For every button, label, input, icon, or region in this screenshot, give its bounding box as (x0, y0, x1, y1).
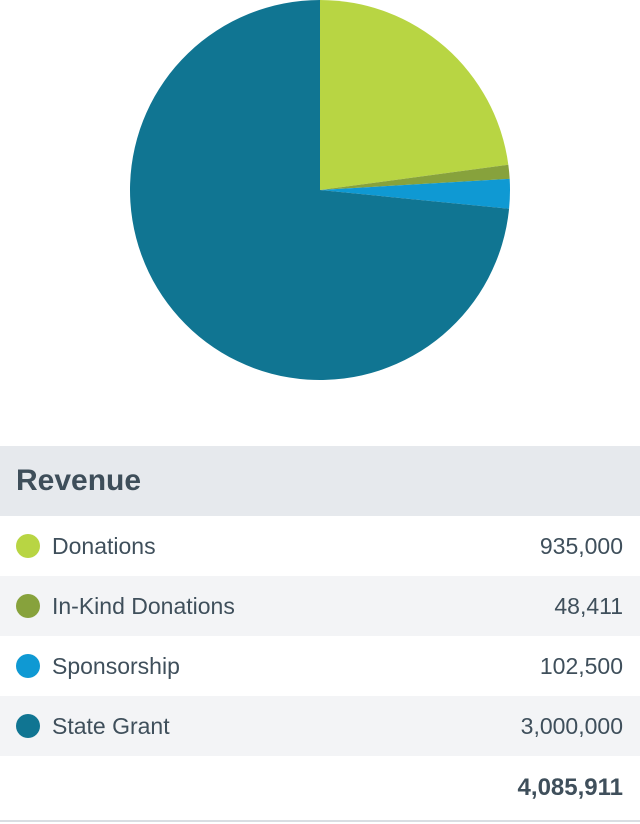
total-value: 4,085,911 (517, 774, 623, 801)
table-row-donations: Donations 935,000 (0, 516, 640, 576)
pie-slice-sponsorship (320, 178, 510, 209)
row-value: 48,411 (554, 592, 623, 619)
pie-slice-in-kind-donations (320, 164, 510, 190)
table-row-in-kind-donations: In-Kind Donations 48,411 (0, 576, 640, 636)
row-value: 3,000,000 (520, 712, 623, 739)
pie-chart (129, 0, 510, 380)
table-row-sponsorship: Sponsorship 102,500 (0, 636, 640, 696)
legend-dot-donations (16, 534, 40, 558)
legend-dot-in-kind-donations (16, 594, 40, 618)
legend-dot-state-grant (16, 714, 40, 738)
table-row-state-grant: State Grant 3,000,000 (0, 696, 640, 756)
row-value: 102,500 (539, 652, 623, 679)
row-label: Sponsorship (52, 652, 180, 679)
row-label: In-Kind Donations (52, 592, 235, 619)
row-label: State Grant (52, 712, 170, 739)
pie-slice-donations (320, 0, 509, 190)
table-total-row: 4,085,911 (0, 756, 640, 822)
table-header: Revenue (0, 446, 640, 516)
table-title: Revenue (16, 464, 142, 497)
row-value: 935,000 (539, 532, 623, 559)
pie-slice-state-grant (129, 0, 510, 380)
revenue-table: Revenue Donations 935,000 In-Kind Donati… (0, 446, 640, 822)
row-label: Donations (52, 532, 156, 559)
legend-dot-sponsorship (16, 654, 40, 678)
pie-chart-svg (129, 0, 510, 380)
